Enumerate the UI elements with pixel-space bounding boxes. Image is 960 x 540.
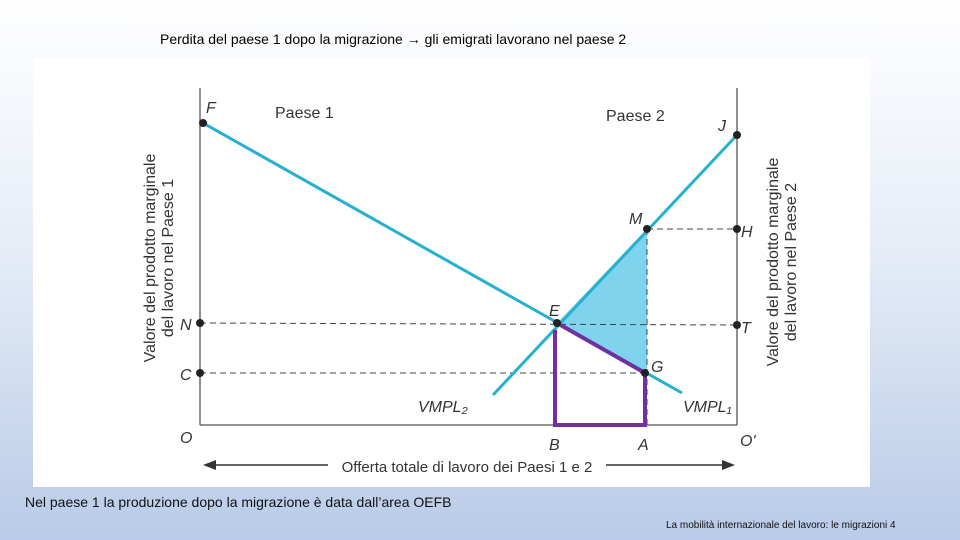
y-label: Valore del prodotto marginale bbox=[142, 154, 159, 363]
shaded-area bbox=[557, 229, 647, 373]
point-label: E bbox=[549, 303, 560, 320]
footer-text: La mobilità internazionale del lavoro: l… bbox=[666, 520, 888, 531]
label-bg bbox=[328, 456, 606, 476]
point-label: N bbox=[180, 317, 192, 334]
page-number: 4 bbox=[890, 520, 896, 531]
points bbox=[196, 119, 741, 377]
y-label: Valore del prodotto marginale bbox=[765, 158, 782, 367]
point-label: H bbox=[741, 224, 753, 241]
y-axis-right: Valore del prodotto marginale del lavoro… bbox=[765, 158, 800, 367]
point-label: B bbox=[549, 437, 560, 454]
footer: La mobilità internazionale del lavoro: l… bbox=[666, 520, 896, 531]
caption: Nel paese 1 la produzione dopo la migraz… bbox=[25, 494, 452, 510]
point-label: O bbox=[180, 430, 192, 447]
point-label: O' bbox=[740, 433, 756, 450]
purple-outline bbox=[553, 321, 647, 427]
country-label: Paese 1 bbox=[275, 105, 334, 122]
y-label: del lavoro nel Paese 1 bbox=[160, 179, 177, 337]
curve-label: VMPL₁ bbox=[683, 399, 732, 416]
curve-label: VMPL₂ bbox=[418, 399, 468, 416]
vmpl2-line bbox=[491, 133, 739, 397]
country-label: Paese 2 bbox=[606, 108, 665, 125]
slide-title: Perdita del paese 1 dopo la migrazione →… bbox=[160, 31, 627, 47]
x-axis-label: Offerta totale di lavoro dei Paesi 1 e 2 bbox=[342, 459, 593, 476]
point-label: C bbox=[180, 367, 192, 384]
point-label: M bbox=[629, 211, 643, 228]
point-label: G bbox=[651, 359, 663, 376]
point-label: A bbox=[637, 437, 649, 454]
y-label: del lavoro nel Paese 2 bbox=[783, 183, 800, 341]
point-label: T bbox=[741, 320, 752, 337]
point-label: F bbox=[206, 100, 217, 117]
point-label: J bbox=[717, 118, 727, 135]
y-axis-left: Valore del prodotto marginale del lavoro… bbox=[142, 154, 177, 363]
figure-bg bbox=[33, 58, 870, 487]
